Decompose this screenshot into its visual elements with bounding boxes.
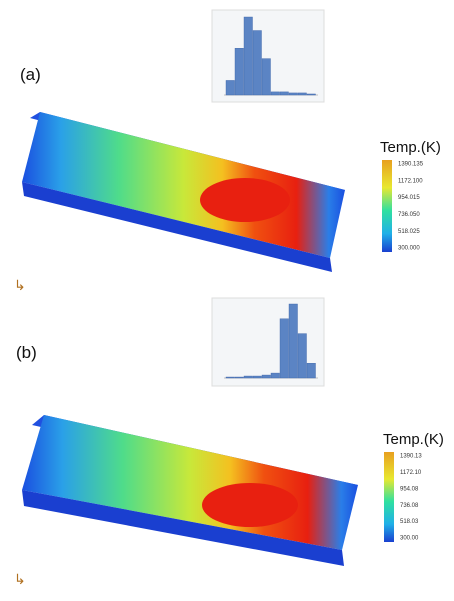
colorbar-tick-label: 736.08 <box>400 503 419 509</box>
colorbar-tick-label: 1172.10 <box>400 470 422 476</box>
colorbar <box>382 160 392 252</box>
histogram-bar <box>270 91 280 96</box>
colorbar-tick-label: 1172.100 <box>398 178 423 184</box>
colorbar-tick-label: 736.050 <box>398 212 420 218</box>
histogram-bar <box>243 16 253 96</box>
panel-label: (a) <box>20 65 41 84</box>
histogram-bar <box>261 58 271 96</box>
histogram-bar <box>288 303 298 379</box>
hot-zone <box>200 178 290 222</box>
panel-label: (b) <box>16 343 37 362</box>
hot-zone <box>202 483 298 527</box>
histogram-bar <box>234 48 244 96</box>
legend-title: Temp.(K) <box>380 139 441 156</box>
axis-icon: ↳ <box>14 571 26 587</box>
colorbar-ticks: 1390.135 1172.100 954.015 736.050 518.025 300… <box>398 162 424 252</box>
histogram-bar <box>279 91 289 96</box>
panel-b: (b) Temp.(K) 1390.13 1172.10 954.08 736.08 5… <box>14 297 444 587</box>
colorbar-tick-label: 518.025 <box>398 229 420 235</box>
histogram-bar <box>225 80 235 96</box>
histogram-bar <box>288 92 298 96</box>
histogram-bar <box>252 375 262 379</box>
histogram-bar <box>270 372 280 379</box>
colorbar-tick-label: 954.015 <box>398 195 420 201</box>
colorbar-tick-label: 954.08 <box>400 486 419 492</box>
histogram-bar <box>234 376 244 379</box>
colorbar-tick-label: 300.000 <box>398 246 420 252</box>
histogram-bar <box>306 363 316 379</box>
histogram-bar <box>243 375 253 379</box>
colorbar <box>384 452 394 542</box>
histogram-bar <box>261 374 271 379</box>
histogram-bar <box>297 333 307 379</box>
block-front <box>22 490 344 566</box>
block-top <box>22 112 345 258</box>
histogram-bar <box>279 318 289 379</box>
colorbar-ticks: 1390.13 1172.10 954.08 736.08 518.03 300.00 <box>400 454 422 542</box>
colorbar-tick-label: 300.00 <box>400 536 419 542</box>
histogram-bar <box>225 376 235 379</box>
histogram <box>224 303 318 379</box>
histogram-bar <box>252 30 262 96</box>
histogram <box>224 16 318 96</box>
colorbar-tick-label: 518.03 <box>400 519 419 525</box>
axis-icon: ↳ <box>14 277 26 293</box>
histogram-bar <box>297 92 307 96</box>
block-front <box>22 182 332 272</box>
colorbar-tick-label: 1390.13 <box>400 454 422 460</box>
legend-title: Temp.(K) <box>383 431 444 448</box>
histogram-bar <box>306 93 316 96</box>
panel-a: (a) Temp.(K) 1390.135 1172.100 954.015 736.… <box>14 9 441 293</box>
colorbar-tick-label: 1390.135 <box>398 162 424 168</box>
